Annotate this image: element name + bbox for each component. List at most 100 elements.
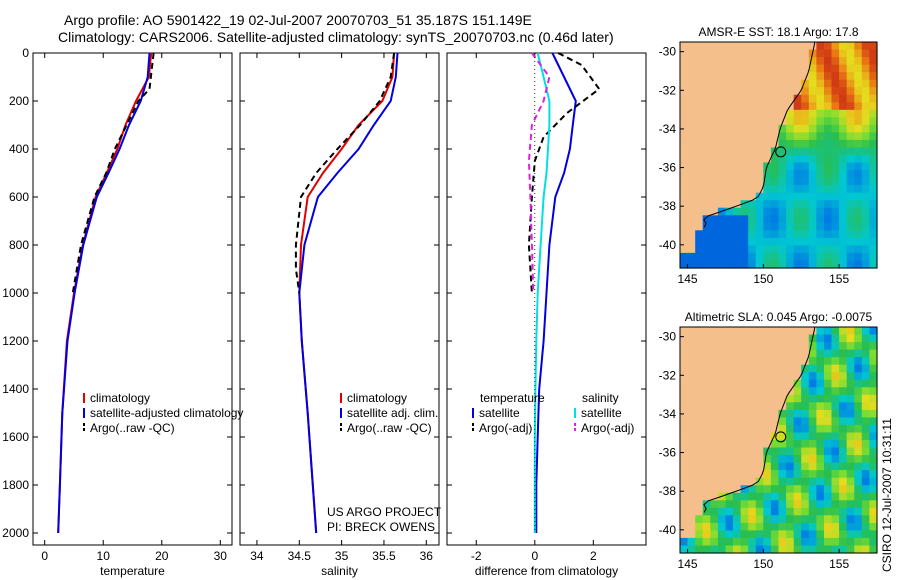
sla_map-cell (695, 522, 704, 531)
difference-xtick-label: -2 (471, 549, 482, 563)
sla_map-cell (831, 327, 840, 336)
sla_map-cell (740, 334, 749, 343)
sst_map-cell (770, 64, 780, 73)
sst_map-cell (786, 185, 795, 194)
sst_map-cell (695, 155, 704, 164)
sst_map-cell (687, 222, 696, 231)
sst_map-cell (695, 215, 704, 224)
sla_map-cell (717, 364, 727, 373)
sla_map-cell (831, 462, 840, 471)
sla_map-cell (740, 500, 749, 509)
sla_map-cell (755, 379, 764, 388)
sla_map-cell (740, 402, 749, 411)
sla_map-cell (824, 492, 833, 501)
sla_map-cell (816, 327, 825, 336)
sst_map-cell (861, 215, 870, 224)
sst_map-cell (725, 230, 734, 239)
sla_map-cell (861, 447, 870, 456)
sla_map-cell (733, 372, 742, 381)
sla_map-cell (695, 357, 704, 366)
sla_map-cell (748, 402, 757, 411)
sst_map-cell (740, 57, 749, 66)
sst_map-cell (778, 185, 787, 194)
sst_map-cell (695, 230, 704, 239)
salinity-annotation-pi: PI: BRECK OWENS (327, 520, 435, 534)
sla_map-cell (687, 440, 696, 449)
sla_map-cell (680, 357, 689, 366)
sla_map-cell (786, 470, 795, 479)
sla_map-cell (778, 492, 787, 501)
sla_map-cell (725, 372, 734, 381)
sla_map-cell (740, 409, 749, 418)
temperature-xtick-label: 0 (41, 549, 48, 563)
sla_map-cell (846, 537, 855, 546)
sst_map-cell (740, 139, 749, 148)
sla_map-cell (695, 342, 704, 351)
sla_map-cell (824, 334, 833, 343)
sla_map-cell (786, 492, 795, 501)
salinity-series-1 (298, 52, 399, 534)
sst_map-cell (733, 94, 742, 103)
sst_map-cell (854, 162, 863, 171)
sla_map-cell (793, 537, 802, 546)
sla_map-cell (740, 394, 749, 403)
sla_map-ytick-label: -32 (659, 368, 677, 382)
sla_map-cell (854, 349, 863, 358)
sla_map-cell (710, 515, 719, 524)
sst_map-cell (869, 117, 878, 126)
sla_map-cell (725, 342, 734, 351)
sla_map-cell (869, 537, 878, 546)
sla_map-cell (786, 462, 795, 471)
sla_map-cell (695, 507, 704, 516)
sla_map-cell (854, 537, 863, 546)
sla_map-cell (717, 485, 727, 494)
sla_map-cell (861, 545, 870, 554)
sla_map-cell (710, 327, 719, 336)
sla_map-cell (763, 462, 772, 471)
sla_map-cell (839, 530, 848, 539)
sst_map-cell (778, 177, 787, 186)
sla_map-ytick-label: -36 (659, 446, 677, 460)
sla_map-cell (740, 515, 749, 524)
sla_map-cell (793, 409, 802, 418)
sst_map-cell (695, 237, 704, 246)
sla_map-cell (725, 394, 734, 403)
sst_map-cell (680, 117, 689, 126)
sst_map-cell (786, 124, 795, 133)
sst_map-cell (824, 252, 833, 261)
sst_map-cell (763, 245, 772, 254)
figure-title-line1: Argo profile: AO 5901422_19 02-Jul-2007 … (64, 12, 532, 28)
sst_map-cell (786, 155, 795, 164)
sla_map-cell (854, 394, 863, 403)
sla_map-cell (695, 334, 704, 343)
sst_map-cell (778, 207, 787, 216)
sla_map-cell (786, 545, 795, 554)
sst_map-cell (755, 207, 764, 216)
sst_map-cell (824, 64, 833, 73)
sst_map-cell (861, 102, 870, 111)
sla_map-cell (770, 507, 780, 516)
sst_map-cell (801, 124, 810, 133)
sst_map-cell (695, 94, 704, 103)
sla_map-ytick-label: -40 (659, 523, 677, 537)
sst_map-cell (680, 147, 689, 156)
sla_map-cell (839, 522, 848, 531)
sst_map-cell (740, 64, 749, 73)
sla_map-cell (778, 470, 787, 479)
sla_map-cell (786, 455, 795, 464)
sst_map-cell (786, 72, 795, 81)
sla_map-coastline (703, 326, 816, 513)
sst_map-cell (854, 72, 863, 81)
sla_map-cell (778, 477, 787, 486)
sst_map-cell (816, 222, 825, 231)
sst_map-cell (846, 207, 855, 216)
sla_map-cell (680, 432, 689, 441)
sla_map-cell (710, 372, 719, 381)
sla_map-cell (854, 455, 863, 464)
sla_map-cell (816, 530, 825, 539)
sla_map-cell (839, 409, 848, 418)
sst_map-cell (733, 139, 742, 148)
depth-tick-label: 400 (9, 142, 29, 156)
sla_map-cell (702, 492, 711, 501)
sst_map-cell (778, 132, 787, 141)
